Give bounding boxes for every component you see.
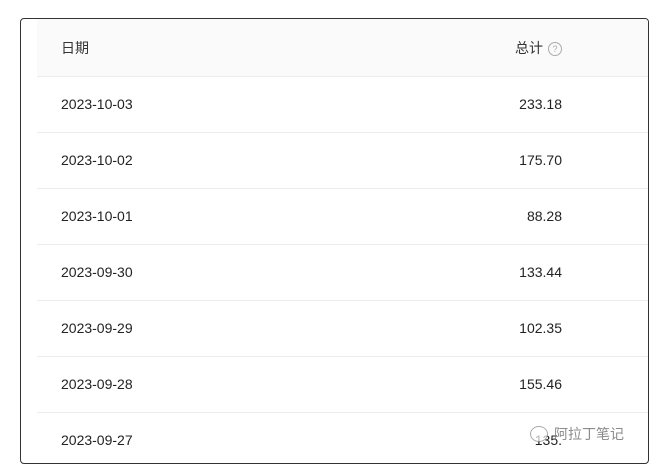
table-row: 2023-09-30 133.44 (37, 245, 648, 301)
table-row: 2023-10-02 175.70 (37, 133, 648, 189)
cell-total: 88.28 (526, 208, 562, 224)
watermark-text: 阿拉丁笔记 (554, 426, 624, 442)
cell-total: 102.35 (519, 320, 562, 336)
cell-date: 2023-09-27 (61, 432, 133, 448)
table-card: 日期 总计? 2023-10-03 233.18 2023-10-02 175.70 2… (20, 18, 649, 464)
cell-date: 2023-10-03 (61, 96, 133, 112)
header-total[interactable]: 总计? (515, 19, 562, 77)
header-total-label: 总计 (515, 40, 543, 56)
cell-total: 175.70 (519, 152, 562, 168)
cell-date: 2023-10-02 (61, 152, 133, 168)
question-circle-icon[interactable]: ? (548, 42, 562, 56)
watermark: 阿拉丁笔记 (530, 424, 624, 444)
table-row: 2023-10-01 88.28 (37, 189, 648, 245)
data-table: 日期 总计? 2023-10-03 233.18 2023-10-02 175.70 2… (37, 19, 648, 463)
table-header: 日期 总计? (37, 19, 648, 77)
cell-date: 2023-10-01 (61, 208, 133, 224)
cell-date: 2023-09-28 (61, 376, 133, 392)
header-date[interactable]: 日期 (61, 40, 89, 56)
cell-total: 133.44 (519, 264, 562, 280)
wechat-icon (530, 426, 548, 442)
table-row: 2023-09-28 155.46 (37, 357, 648, 413)
cell-date: 2023-09-29 (61, 320, 133, 336)
cell-date: 2023-09-30 (61, 264, 133, 280)
cell-total: 155.46 (519, 376, 562, 392)
table-row: 2023-09-29 102.35 (37, 301, 648, 357)
table-row: 2023-10-03 233.18 (37, 77, 648, 133)
cell-total: 233.18 (519, 96, 562, 112)
